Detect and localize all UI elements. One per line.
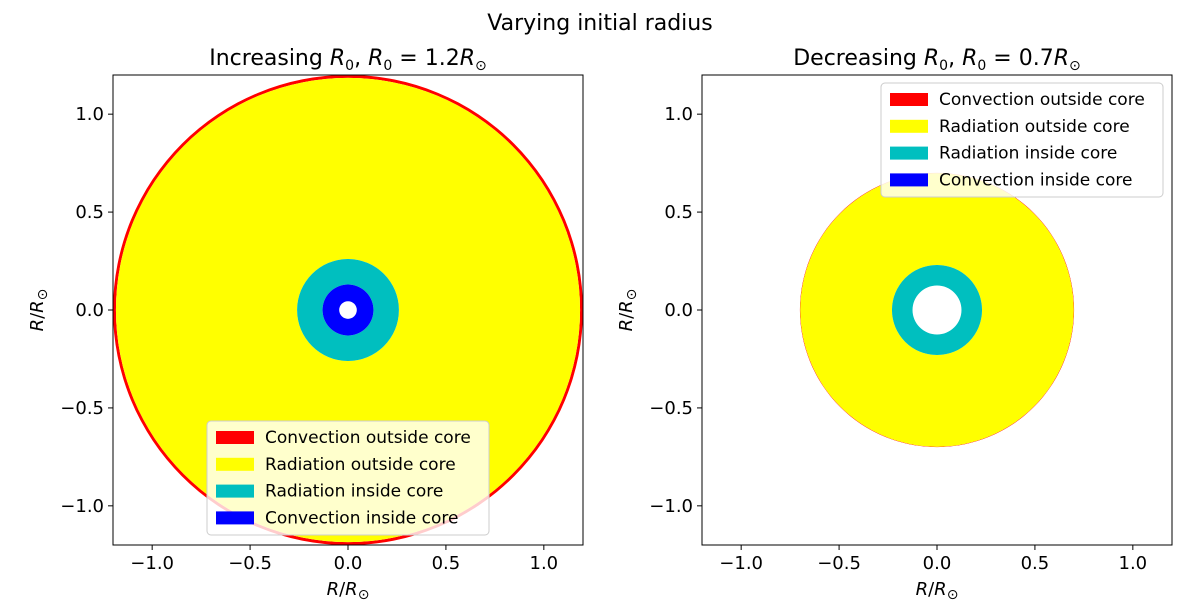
chart-title: Decreasing R0, R0 = 0.7R⊙ bbox=[793, 46, 1081, 74]
legend-label: Radiation outside core bbox=[939, 117, 1130, 137]
legend-label: Radiation outside core bbox=[265, 455, 456, 475]
x-tick-label: 1.0 bbox=[1119, 553, 1148, 574]
chart-panel-right: −1.0 −0.5 0.0 0.5 1.0 −1.0 −0.5 0.0 0.5 1.0 R/R⊙ R/… bbox=[616, 46, 1173, 600]
x-tick-label: 0.0 bbox=[334, 553, 363, 574]
legend-label: Convection outside core bbox=[939, 90, 1145, 110]
legend-label: Convection inside core bbox=[939, 170, 1132, 190]
y-tick-label: 0.0 bbox=[664, 300, 693, 321]
ring-radiation-inside-core bbox=[891, 264, 983, 356]
y-tick-label: 0.0 bbox=[75, 300, 104, 321]
y-tick-label: −0.5 bbox=[60, 398, 104, 419]
x-tick-label: 0.5 bbox=[1021, 553, 1050, 574]
legend-swatch bbox=[890, 173, 928, 187]
y-tick-label: −0.5 bbox=[649, 398, 693, 419]
legend-label: Convection inside core bbox=[265, 508, 458, 528]
ring-radiation-inside-core bbox=[297, 259, 399, 361]
plot-area bbox=[799, 172, 1075, 448]
ring-convection-inside-core bbox=[322, 284, 374, 336]
chart-panel-left: −1.0 −0.5 0.0 0.5 1.0 −1.0 −0.5 0.0 0.5 1.0 R/R⊙ R/… bbox=[27, 46, 584, 600]
legend-swatch bbox=[890, 146, 928, 160]
y-tick-label: 0.5 bbox=[75, 202, 104, 223]
y-tick-label: −1.0 bbox=[60, 496, 104, 517]
legend: Convection outside core Radiation outside… bbox=[206, 420, 490, 536]
x-axis-label: R/R⊙ bbox=[327, 579, 370, 600]
x-tick-label: −0.5 bbox=[228, 553, 272, 574]
legend-swatch bbox=[216, 484, 254, 498]
figure-suptitle: Varying initial radius bbox=[487, 11, 712, 36]
y-tick-label: 1.0 bbox=[664, 104, 693, 125]
y-axis-label: R/R⊙ bbox=[616, 289, 640, 332]
y-tick-label: −1.0 bbox=[649, 496, 693, 517]
ring-convection-inside-core bbox=[912, 285, 962, 335]
x-tick-label: −1.0 bbox=[130, 553, 174, 574]
x-tick-label: −1.0 bbox=[719, 553, 763, 574]
legend-swatch bbox=[890, 119, 928, 133]
legend-box bbox=[880, 82, 1164, 198]
legend-swatch bbox=[216, 457, 254, 471]
legend-label: Convection outside core bbox=[265, 428, 471, 448]
y-tick-label: 1.0 bbox=[75, 104, 104, 125]
legend-box bbox=[206, 420, 490, 536]
legend-swatch bbox=[216, 511, 254, 525]
chart-title: Increasing R0, R0 = 1.2R⊙ bbox=[209, 46, 486, 74]
y-tick-label: 0.5 bbox=[664, 202, 693, 223]
x-tick-label: −0.5 bbox=[817, 553, 861, 574]
y-axis-label: R/R⊙ bbox=[27, 289, 51, 332]
legend: Convection outside core Radiation outside… bbox=[880, 82, 1164, 198]
x-tick-label: 0.5 bbox=[432, 553, 461, 574]
legend-label: Radiation inside core bbox=[939, 144, 1117, 164]
legend-swatch bbox=[216, 431, 254, 444]
ring-radiation-outside-core bbox=[800, 173, 1074, 447]
x-tick-label: 1.0 bbox=[530, 553, 559, 574]
legend-label: Radiation inside core bbox=[265, 482, 443, 502]
legend-swatch bbox=[890, 93, 928, 106]
x-tick-label: 0.0 bbox=[923, 553, 952, 574]
x-axis-label: R/R⊙ bbox=[916, 579, 959, 600]
